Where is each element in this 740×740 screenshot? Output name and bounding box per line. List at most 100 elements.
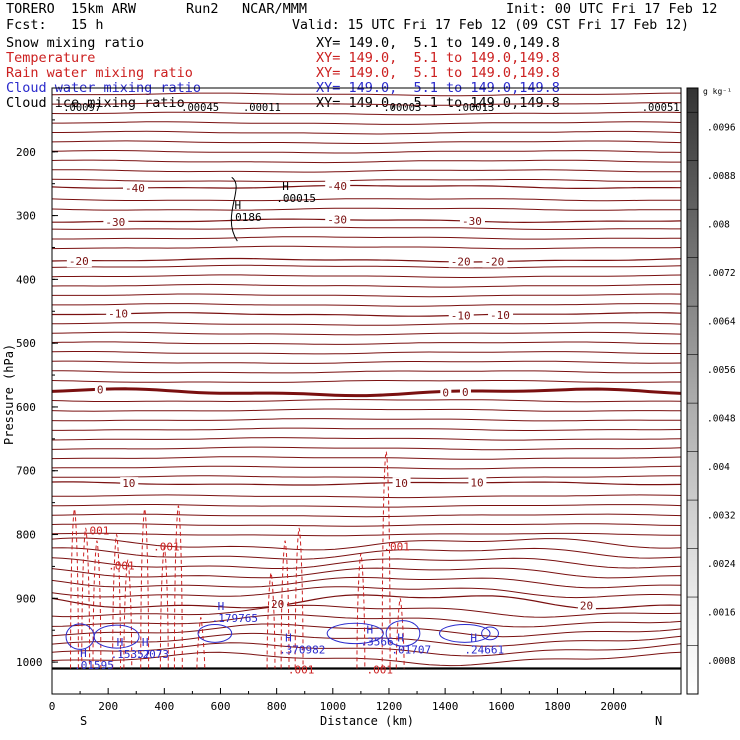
- isotherm-line: [52, 331, 681, 336]
- isotherm-label-bg: [440, 386, 452, 399]
- isotherm-label-bg: [123, 181, 149, 194]
- colorbar-tick-label: .0008: [707, 656, 736, 667]
- cloud-contour: [197, 623, 233, 643]
- isotherm-line: [52, 380, 681, 383]
- max-value: .3566: [361, 635, 394, 648]
- isotherm-line: [52, 623, 681, 638]
- isotherm-label-bg: [459, 385, 471, 398]
- rain-contour: [92, 540, 102, 669]
- y-tick-label: 900: [16, 592, 36, 605]
- init-time: Init: 00 UTC Fri 17 Feb 12: [506, 1, 718, 17]
- y-tick-label: 300: [16, 210, 36, 223]
- legend-field-name: Temperature: [6, 50, 96, 66]
- x-tick-label: 200: [98, 700, 118, 713]
- isotherm-line: [52, 150, 681, 154]
- isotherm-label: 20: [580, 599, 593, 612]
- cloud-contour: [481, 626, 499, 641]
- forecast-hour: Fcst: 15 h: [6, 17, 104, 33]
- y-axis-label: Pressure (hPa): [2, 344, 16, 445]
- colorbar-tick-label: .0032: [707, 510, 736, 521]
- max-value: .15357: [111, 648, 151, 661]
- rain-contour: [196, 616, 206, 669]
- isotherm-line: [52, 586, 681, 599]
- valid-time: Valid: 15 UTC Fri 17 Feb 12 (09 CST Fri …: [292, 18, 689, 33]
- isotherm-label: 0: [97, 384, 104, 397]
- isotherm-line: [52, 207, 681, 211]
- isotherm-line: [52, 513, 681, 518]
- x-tick-label: 1400: [432, 700, 459, 713]
- isotherm-label: 10: [395, 477, 408, 490]
- x-tick-label: 1600: [488, 700, 514, 713]
- isotherm-line: [52, 322, 681, 326]
- legend-field-xy: XY= 149.0, 5.1 to 149.0,149.8: [316, 65, 560, 81]
- top-row-value: .00013: [456, 102, 494, 114]
- x-tick-label: 600: [211, 700, 231, 713]
- contour-label: .001: [83, 525, 110, 538]
- isotherm-label-bg: [482, 255, 508, 268]
- legend-field-name: Rain water mixing ratio: [6, 65, 193, 81]
- isotherm-line: [52, 92, 681, 97]
- isotherm-line: [52, 642, 681, 657]
- isotherm-label: -30: [105, 216, 125, 229]
- isotherm-line: [52, 475, 681, 480]
- isotherm-line: [52, 111, 681, 116]
- max-value: .00015: [276, 192, 316, 205]
- isotherm-label: -30: [327, 213, 347, 226]
- isotherm-label: -10: [451, 310, 471, 323]
- max-marker: H: [285, 632, 292, 645]
- rain-contour: [356, 553, 366, 669]
- isotherm-line: [52, 283, 681, 288]
- isotherm-label-bg: [120, 477, 139, 490]
- isotherm-line: [52, 494, 681, 499]
- isotherm-line: [52, 169, 681, 173]
- isotherm-line: [52, 614, 681, 628]
- isotherm-label: -40: [327, 180, 347, 193]
- rain-contour: [395, 597, 405, 669]
- isotherm-label-bg: [577, 599, 596, 612]
- colorbar-tick-label: .0064: [707, 316, 736, 327]
- max-marker: H: [117, 636, 124, 649]
- isotherm-line: [52, 198, 681, 202]
- isotherm-label-bg: [488, 308, 514, 321]
- top-row-value: .00051: [642, 102, 680, 114]
- isotherm-label: -20: [484, 256, 504, 269]
- temperature-contours: -40 -40-30 -30 -30-20 -20 -20-10 -10 -100 0 010 10…: [52, 92, 681, 670]
- top-row-value: .00003: [383, 102, 421, 114]
- max-marker: H: [218, 600, 225, 613]
- legend-field-name: Snow mixing ratio: [6, 35, 145, 51]
- ice-contour: [230, 176, 238, 242]
- isotherm-label: -20: [69, 255, 89, 268]
- x-tick-label: 1000: [320, 700, 347, 713]
- max-value: .01707: [391, 644, 431, 657]
- isotherm-label-bg: [325, 180, 351, 193]
- isotherm-line: [52, 102, 681, 106]
- isotherm-line: [52, 312, 681, 317]
- isotherm-line: [52, 178, 681, 183]
- colorbar-tick-label: .0056: [707, 365, 736, 376]
- isotherm-line: [52, 532, 681, 537]
- isotherm-label-bg: [94, 383, 106, 396]
- isotherm-label-bg: [66, 255, 92, 268]
- cloud-contour: [439, 623, 491, 643]
- x-tick-label: 800: [267, 700, 287, 713]
- colorbar-tick-label: .0048: [707, 413, 736, 424]
- colorbar-tick-label: .0024: [707, 559, 736, 570]
- legend-field-name: Cloud ice mixing ratio: [6, 95, 185, 111]
- isotherm-line: [52, 557, 681, 569]
- isotherm-line: [52, 370, 681, 374]
- colorbar-tick-label: .0072: [707, 268, 736, 279]
- rain-contour: [173, 505, 183, 669]
- cloud-contour: [385, 620, 421, 647]
- rain-contour: [266, 572, 276, 669]
- isotherm-label: 10: [470, 476, 483, 489]
- run-label: Run2: [186, 1, 219, 17]
- isotherm-line: [52, 547, 681, 560]
- isotherm-label: 0: [442, 386, 449, 399]
- colorbar-tick-label: .0088: [707, 171, 736, 182]
- colorbar-fill: [686, 87, 699, 695]
- rain-contour: [381, 451, 391, 669]
- isotherm-label-bg: [106, 307, 132, 320]
- legend-field-xy: XY= 149.0, 5.1 to 149.0,149.8: [316, 95, 560, 111]
- y-tick-label: 200: [16, 146, 36, 159]
- isotherm-line: [52, 341, 681, 345]
